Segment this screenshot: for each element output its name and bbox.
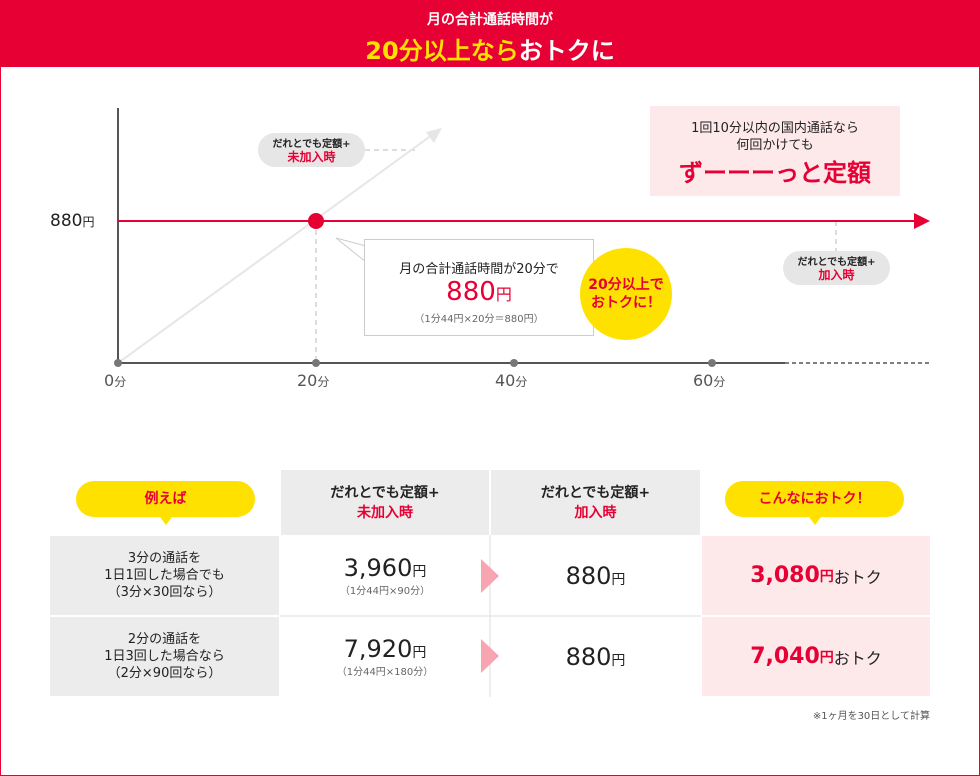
info-line2: 何回かけても	[736, 138, 814, 153]
price-calc: （1分44円×180分）	[336, 667, 434, 678]
price-unit: 円	[611, 652, 626, 669]
y-value: 880	[50, 211, 83, 231]
price-value: 880	[565, 561, 612, 590]
example-label: 例えば	[144, 491, 187, 507]
callout-unit: 円	[495, 285, 512, 304]
not-joined-line	[117, 134, 433, 364]
x-tick-value: 0	[104, 371, 115, 390]
savings-unit: 円	[819, 568, 834, 585]
callout-calc: （1分44円×20分＝880円）	[414, 314, 544, 325]
col-line2: 加入時	[574, 504, 617, 521]
x-tick-20: 20分	[297, 371, 329, 390]
x-tick-unit: 分	[317, 375, 330, 389]
header-highlight: 20分以上なら	[365, 37, 519, 65]
price-not-joined: 3,960円 （1分44円×90分）	[281, 536, 489, 615]
y-unit: 円	[82, 215, 95, 229]
savings-suffix: おトク	[833, 648, 882, 668]
savings-value: 3,080	[750, 563, 820, 588]
x-tick-unit: 分	[713, 375, 726, 389]
row-line2: 1日3回した場合なら	[104, 649, 225, 664]
x-tick-value: 20	[297, 371, 318, 390]
row-line2: 1日1回した場合でも	[104, 568, 225, 583]
table-dividers	[280, 535, 701, 697]
x-tick-0: 0分	[104, 371, 126, 390]
price-joined: 880円	[491, 536, 700, 615]
col-line1: だれとでも定額+	[540, 484, 651, 501]
savings-header-badge: こんなにおトク！	[725, 481, 904, 525]
col-line2: 未加入時	[357, 504, 413, 521]
col-header-joined: だれとでも定額+ 加入時	[491, 470, 700, 535]
badge-line1: 20分以上で	[588, 277, 664, 293]
pill-line2: 加入時	[818, 268, 855, 282]
col-header-not-joined: だれとでも定額+ 未加入時	[281, 470, 489, 535]
pill-line2: 未加入時	[287, 150, 336, 164]
price-calc: （1分44円×90分）	[339, 586, 431, 597]
header-rest: おトクに	[518, 37, 615, 65]
savings-unit: 円	[819, 649, 834, 666]
savings-cell: 7,040 円おトク	[702, 617, 930, 696]
tick-20	[312, 359, 320, 367]
price-not-joined: 7,920円 （1分44円×180分）	[281, 617, 489, 696]
row-label: 2分の通話を 1日3回した場合なら （2分×90回なら）	[50, 617, 279, 696]
header-line1: 月の合計通話時間が	[427, 12, 553, 28]
savings-suffix: おトク	[833, 567, 882, 587]
col-line1: だれとでも定額+	[330, 484, 440, 501]
not-joined-pill: だれとでも定額+ 未加入時	[258, 133, 365, 167]
price-unit: 円	[412, 564, 427, 580]
savings-value: 7,040	[750, 644, 820, 669]
header-line2: 20分以上ならおトクに	[0, 31, 980, 66]
x-tick-40: 40分	[495, 371, 527, 390]
arrow-right-icon	[481, 639, 499, 673]
tick-0	[114, 359, 122, 367]
tick-40	[510, 359, 518, 367]
row-label: 3分の通話を 1日1回した場合でも （3分×30回なら）	[50, 536, 279, 615]
pill-line1: だれとでも定額+	[272, 139, 351, 150]
callout-tail	[335, 237, 367, 264]
savings-cell: 3,080 円おトク	[702, 536, 930, 615]
price-chart	[114, 108, 930, 367]
price-unit: 円	[412, 645, 427, 661]
row-line3: （3分×30回なら）	[107, 585, 222, 600]
y-value-label: 880円	[50, 211, 94, 231]
joined-pill: だれとでも定額+ 加入時	[783, 251, 890, 285]
x-tick-60: 60分	[693, 371, 725, 390]
price-value: 7,920	[343, 635, 413, 663]
header-banner: 月の合計通話時間が 20分以上ならおトクに	[0, 0, 980, 67]
footnote: ※1ヶ月を30日として計算	[812, 711, 930, 722]
tick-60	[708, 359, 716, 367]
x-tick-unit: 分	[515, 375, 528, 389]
callout-text: 月の合計通話時間が20分で	[399, 262, 559, 277]
example-badge: 例えば	[76, 481, 255, 525]
x-tick-unit: 分	[114, 375, 127, 389]
row-line1: 2分の通話を	[127, 632, 202, 647]
callout-price-value: 880	[446, 277, 496, 307]
row-line1: 3分の通話を	[127, 551, 202, 566]
savings-header-label: こんなにおトク！	[758, 491, 871, 507]
x-tick-value: 40	[495, 371, 516, 390]
savings-badge: 20分以上で おトクに！	[580, 248, 672, 340]
row-line3: （2分×90回なら）	[107, 666, 222, 681]
price-value: 3,960	[343, 554, 413, 582]
not-joined-arrow	[426, 128, 442, 143]
arrow-right-icon	[481, 559, 499, 593]
x-tick-value: 60	[693, 371, 714, 390]
price-value: 880	[565, 642, 612, 671]
callout-price: 880円	[365, 277, 593, 310]
price-unit: 円	[611, 571, 626, 588]
info-line1: 1回10分以内の国内通話なら	[691, 121, 859, 136]
flat-rate-info-box: 1回10分以内の国内通話なら 何回かけても ずーーーっと定額	[650, 106, 900, 196]
price-joined: 880円	[491, 617, 700, 696]
pill-line1: だれとでも定額+	[797, 257, 876, 268]
joined-arrow	[914, 213, 930, 229]
info-headline: ずーーーっと定額	[679, 159, 871, 187]
intersection-dot	[308, 213, 324, 229]
price-callout: 月の合計通話時間が20分で 880円 （1分44円×20分＝880円）	[364, 239, 594, 336]
badge-line2: おトクに！	[591, 295, 661, 311]
